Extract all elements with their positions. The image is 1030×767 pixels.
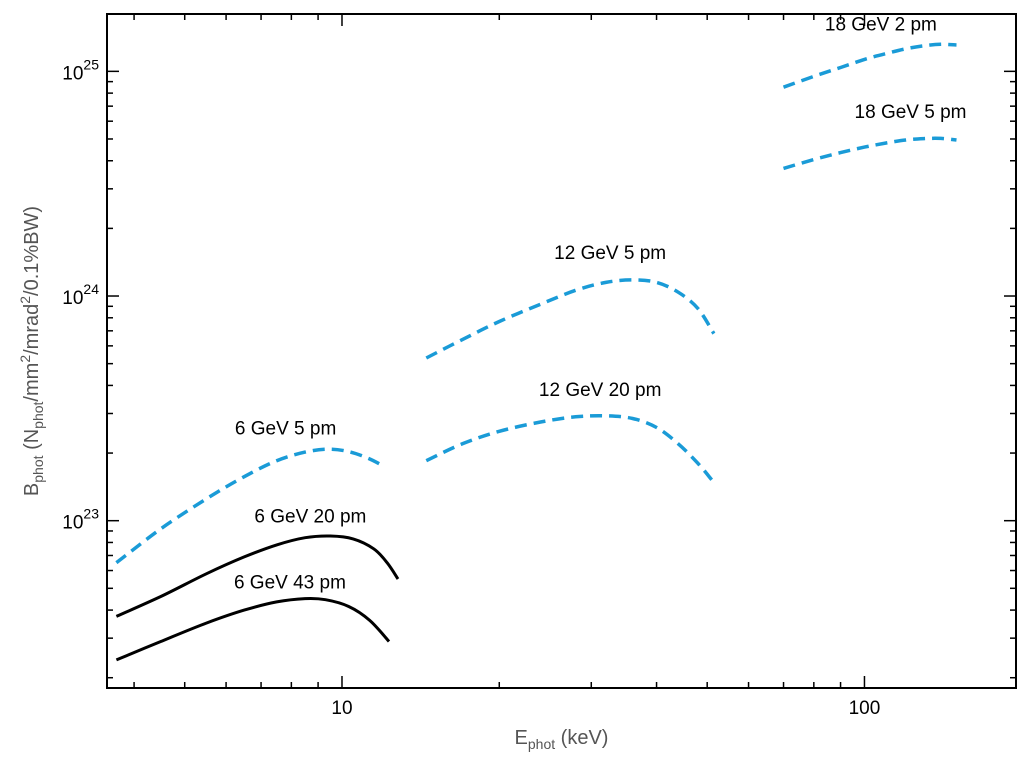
y-tick-exp: 25	[83, 56, 99, 72]
annotation-group: 6 GeV 43 pm 6 GeV 20 pm 6 GeV 5 pm 12 GeV 2…	[234, 14, 967, 593]
y-tick-base: 10	[62, 513, 83, 534]
y-tick-exp: 24	[83, 281, 99, 297]
series-line-12-gev-20-pm	[425, 413, 714, 481]
y-tick-base: 10	[62, 63, 83, 84]
x-tick-label: 10	[331, 698, 352, 719]
series-annotation: 6 GeV 5 pm	[235, 418, 336, 439]
series-line-6-gev-20-pm	[115, 534, 400, 618]
series-annotation: 12 GeV 20 pm	[539, 380, 662, 401]
y-tick-label: 1025	[62, 56, 99, 84]
y-tick-exp: 23	[83, 506, 99, 522]
plot-frame	[106, 13, 1017, 689]
y-tick-label: 1024	[62, 281, 99, 309]
series-line-18-gev-5-pm	[783, 136, 957, 171]
series-annotation: 6 GeV 43 pm	[234, 572, 346, 593]
y-tick-label: 1023	[62, 506, 99, 534]
x-tick-label: 100	[849, 698, 881, 719]
series-line-18-gev-2-pm	[782, 42, 957, 89]
series-annotation: 6 GeV 20 pm	[254, 507, 366, 528]
series-annotation: 18 GeV 5 pm	[855, 102, 967, 123]
series-group	[115, 42, 957, 662]
y-axis-title: Bphot (Nphot/mm2/mrad2/0.1%BW)	[17, 206, 46, 496]
y-tick-base: 10	[62, 288, 83, 309]
series-line-12-gev-5-pm	[425, 278, 716, 360]
series-annotation: 12 GeV 5 pm	[554, 243, 666, 264]
series-line-6-gev-5-pm	[115, 447, 383, 565]
series-line-6-gev-43-pm	[115, 596, 391, 662]
x-axis-title: Ephot (keV)	[515, 727, 609, 752]
series-annotation: 18 GeV 2 pm	[825, 14, 937, 35]
